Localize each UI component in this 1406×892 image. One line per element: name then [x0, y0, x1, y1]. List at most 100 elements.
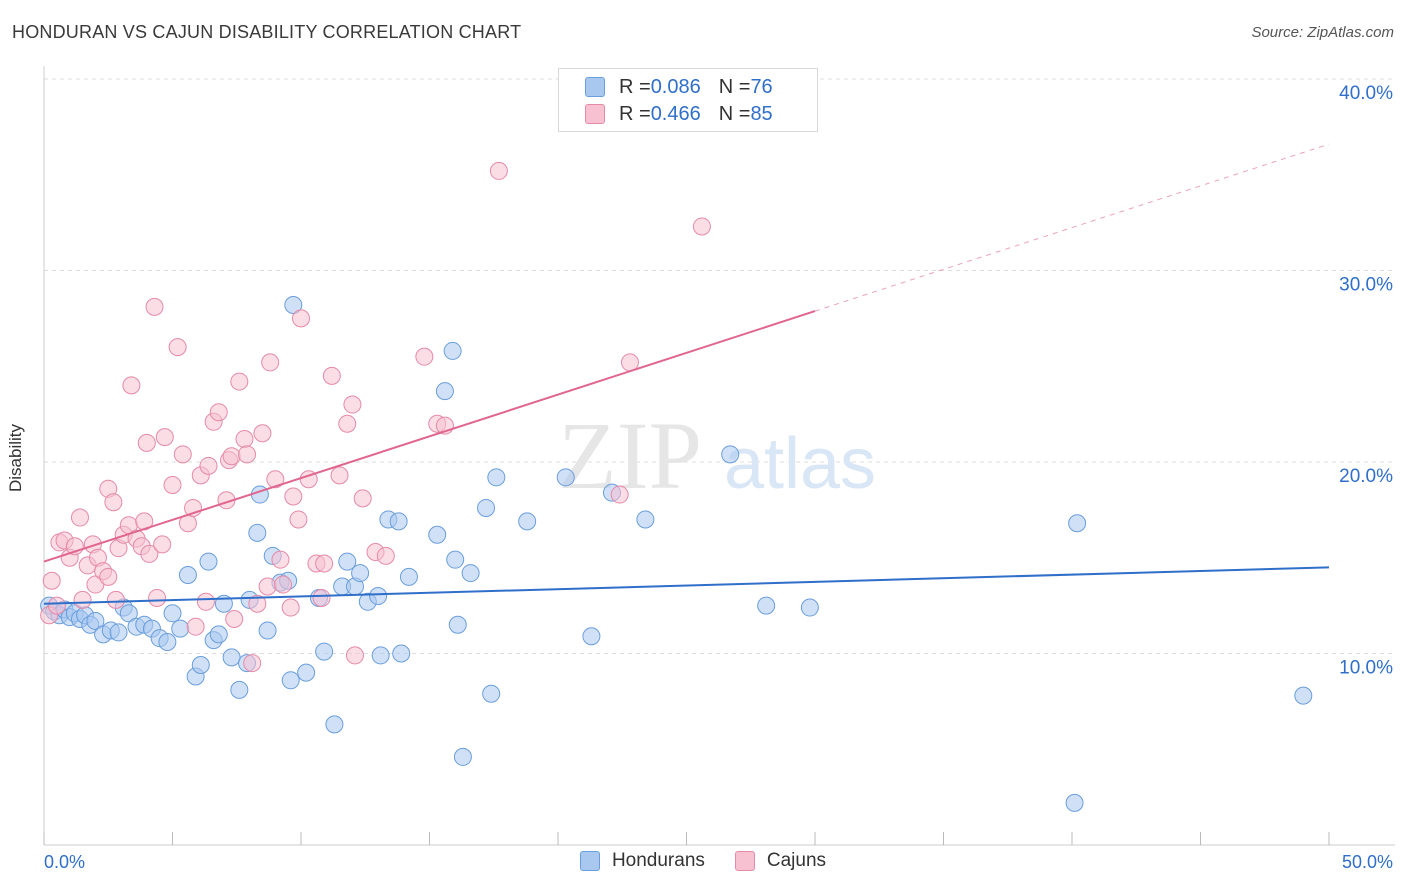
data-point — [453, 747, 472, 766]
data-point — [284, 295, 303, 314]
data-point — [800, 598, 819, 617]
data-point — [338, 414, 357, 433]
data-point — [435, 382, 454, 401]
data-point — [1065, 793, 1084, 812]
stats-legend-row-cajuns: R = 0.466 N = 85 — [559, 100, 773, 128]
chart-source: Source: ZipAtlas.com — [1251, 24, 1394, 41]
data-point — [757, 596, 776, 615]
trend-lines — [43, 143, 1330, 605]
data-point — [266, 470, 285, 489]
hondurans-points — [40, 295, 1313, 812]
data-point — [582, 627, 601, 646]
data-point — [243, 654, 262, 673]
r-label: R = — [619, 75, 651, 98]
y-tick-label: 40.0% — [1339, 83, 1393, 104]
data-point — [104, 493, 123, 512]
data-point — [168, 338, 187, 357]
data-point — [155, 428, 174, 447]
data-point — [636, 510, 655, 529]
cajuns-swatch — [585, 104, 605, 124]
data-point — [343, 395, 362, 414]
data-point — [73, 590, 92, 609]
data-point — [222, 447, 241, 466]
data-point — [109, 623, 128, 642]
stats-legend: R = 0.086 N = 76 R = 0.466 N = 85 — [558, 68, 818, 132]
data-point — [122, 376, 141, 395]
data-point — [315, 642, 334, 661]
data-point — [158, 633, 177, 652]
data-point — [186, 617, 205, 636]
data-point — [446, 550, 465, 569]
data-point — [261, 353, 280, 372]
data-point — [281, 598, 300, 617]
r-label: R = — [619, 102, 651, 125]
y-tick-label: 20.0% — [1339, 466, 1393, 487]
data-point — [325, 715, 344, 734]
x-tick-label-max: 50.0% — [1341, 852, 1393, 872]
n-value: 85 — [750, 102, 773, 125]
data-point — [556, 468, 575, 487]
data-point — [191, 655, 210, 674]
hondurans-swatch — [585, 77, 605, 97]
data-point — [392, 644, 411, 663]
r-value: 0.466 — [650, 102, 701, 125]
data-point — [235, 430, 254, 449]
data-point — [163, 475, 182, 494]
data-point — [145, 297, 164, 316]
data-point — [248, 594, 267, 613]
data-point — [153, 535, 172, 554]
data-point — [137, 433, 156, 452]
data-point — [330, 466, 349, 485]
data-point — [289, 510, 308, 529]
data-point — [253, 424, 272, 443]
data-point — [140, 544, 159, 563]
watermark-atlas: atlas — [724, 424, 876, 504]
legend-item-cajuns[interactable]: Cajuns — [734, 850, 827, 872]
data-point — [692, 217, 711, 236]
data-point — [171, 619, 190, 638]
data-point — [477, 498, 496, 517]
cajuns-legend-swatch — [734, 851, 755, 871]
data-point — [222, 648, 241, 667]
data-point — [86, 611, 105, 630]
y-tick-label: 10.0% — [1339, 658, 1393, 679]
stats-legend-row-hondurans: R = 0.086 N = 76 — [559, 73, 773, 101]
data-point — [70, 508, 89, 527]
data-point — [489, 161, 508, 180]
x-tick-label-min: 0.0% — [44, 852, 86, 872]
data-point — [369, 587, 388, 606]
r-value: 0.086 — [650, 75, 701, 98]
data-point — [209, 403, 228, 422]
data-point — [297, 663, 316, 682]
data-point — [271, 550, 290, 569]
data-point — [163, 604, 182, 623]
axes — [43, 66, 1395, 846]
data-point — [119, 604, 138, 623]
data-point — [351, 564, 370, 583]
data-point — [47, 596, 66, 615]
data-point — [209, 625, 228, 644]
data-point — [518, 512, 537, 531]
data-point — [389, 512, 408, 531]
n-label: N = — [718, 75, 751, 98]
data-point — [399, 567, 418, 586]
data-point — [292, 309, 310, 328]
gridlines — [44, 78, 1395, 654]
data-point — [274, 575, 293, 594]
data-point — [487, 468, 506, 487]
data-point — [721, 445, 740, 464]
data-point — [284, 487, 303, 506]
data-point — [99, 567, 118, 586]
data-point — [199, 456, 218, 475]
data-point — [482, 684, 501, 703]
data-point — [258, 577, 277, 596]
data-point — [281, 671, 300, 690]
chart-title: HONDURAN VS CAJUN DISABILITY CORRELATION… — [12, 22, 522, 42]
y-tick-labels: 10.0% 20.0% 30.0% 40.0% — [1339, 83, 1393, 679]
n-label: N = — [718, 102, 751, 125]
legend-label-cajuns: Cajuns — [766, 850, 827, 871]
data-point — [1294, 686, 1313, 705]
legend-item-hondurans[interactable]: Hondurans — [579, 850, 705, 872]
data-point — [230, 680, 249, 699]
